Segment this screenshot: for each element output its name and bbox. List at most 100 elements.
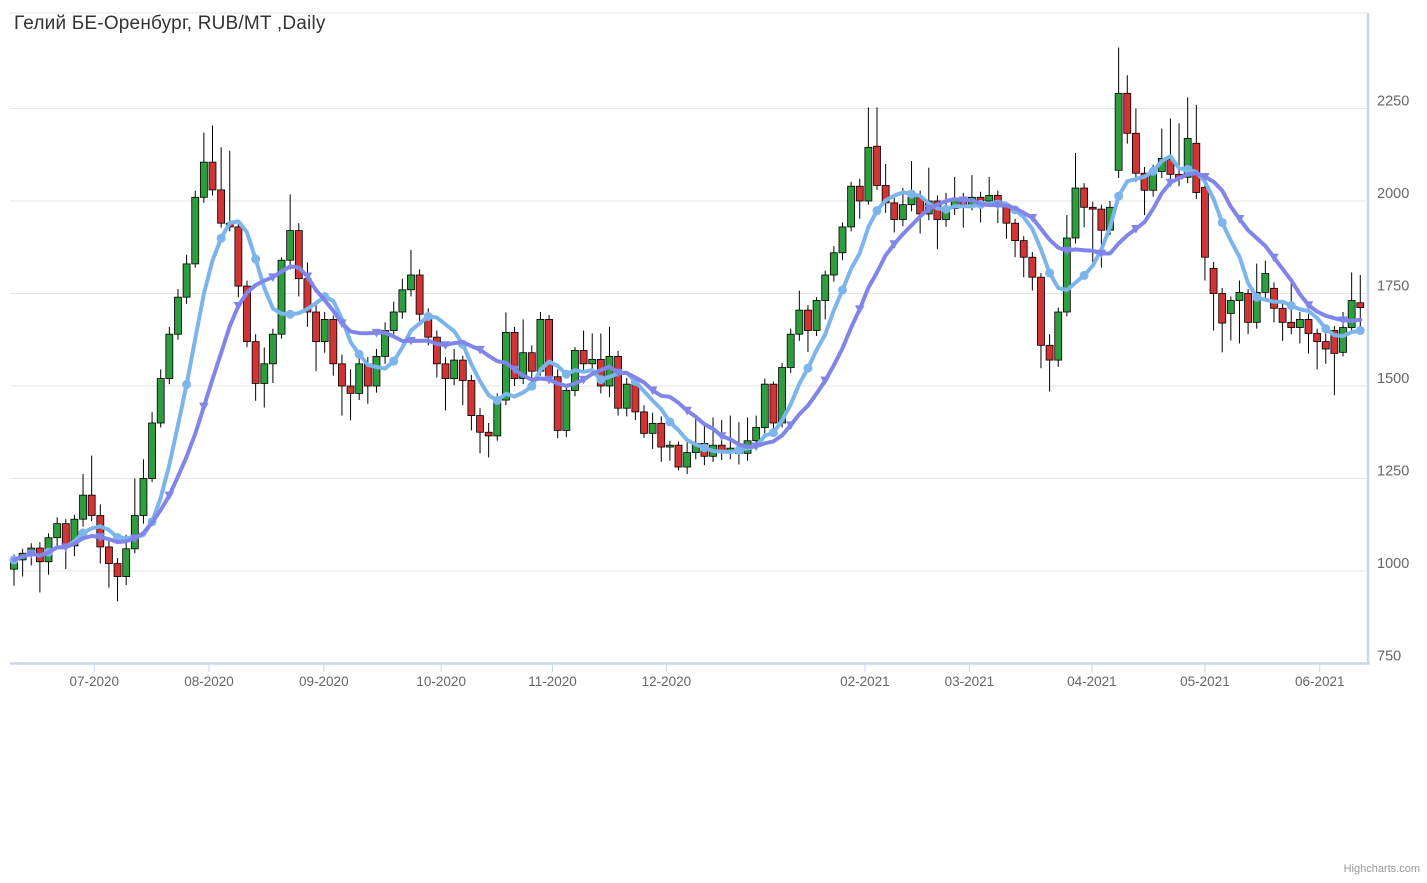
x-axis-tick-label: 12-2020 bbox=[642, 674, 692, 689]
candle-up bbox=[372, 355, 381, 387]
candle-up bbox=[821, 274, 830, 301]
sma-fast-marker bbox=[354, 349, 364, 359]
sma-slow-marker bbox=[337, 319, 347, 328]
sma-fast-marker bbox=[78, 528, 88, 538]
candle-up bbox=[277, 259, 286, 335]
x-axis-tick-label: 06-2021 bbox=[1295, 674, 1345, 689]
x-axis-tick-label: 02-2021 bbox=[840, 674, 890, 689]
sma-slow-marker bbox=[578, 375, 589, 385]
candle-down bbox=[1201, 186, 1209, 258]
candle-down bbox=[1330, 330, 1339, 354]
sma-fast-marker bbox=[1114, 191, 1124, 201]
y-axis-tick-label: 1750 bbox=[1377, 279, 1409, 295]
candle-up bbox=[847, 185, 856, 228]
y-axis-tick-label: 1250 bbox=[1377, 464, 1409, 480]
candle-down bbox=[484, 431, 493, 437]
candle-down bbox=[105, 546, 113, 565]
candle-up bbox=[156, 378, 165, 424]
sma-fast-marker bbox=[527, 381, 537, 391]
sma-slow-marker bbox=[371, 328, 382, 338]
sma-slow-marker bbox=[199, 402, 209, 412]
sma-slow-marker bbox=[1303, 301, 1314, 310]
sma-slow-marker bbox=[647, 386, 658, 396]
candle-down bbox=[61, 523, 70, 547]
candle-down bbox=[1037, 276, 1045, 346]
candle-down bbox=[346, 385, 355, 394]
candle-up bbox=[588, 358, 597, 365]
sma-slow-marker bbox=[475, 345, 485, 355]
highcharts-credit-link[interactable]: Highcharts.com bbox=[1343, 863, 1420, 875]
candle-up bbox=[1062, 237, 1071, 313]
candle-down bbox=[87, 494, 96, 516]
chart-title: Гелий БЕ-Оренбург, RUB/MT ,Daily bbox=[14, 13, 326, 34]
candle-down bbox=[1011, 222, 1019, 241]
candle-down bbox=[1002, 206, 1011, 224]
x-axis-tick-label: 10-2020 bbox=[416, 674, 466, 689]
candle-up bbox=[1261, 273, 1270, 293]
candle-down bbox=[1080, 187, 1089, 208]
candle-up bbox=[130, 515, 139, 550]
candle-up bbox=[286, 230, 295, 261]
candle-up bbox=[493, 399, 502, 437]
candle-down bbox=[804, 309, 812, 331]
sma-fast-line bbox=[12, 154, 1363, 562]
candle-up bbox=[355, 363, 364, 394]
candle-down bbox=[415, 274, 424, 315]
candle-up bbox=[648, 422, 657, 434]
sma-fast-marker bbox=[216, 233, 226, 243]
candle-up bbox=[1071, 187, 1080, 239]
candle-up bbox=[519, 352, 528, 380]
sma-fast-marker bbox=[734, 445, 744, 455]
candle-up bbox=[148, 422, 156, 479]
candle-down bbox=[234, 226, 243, 287]
x-axis-tick-label: 08-2020 bbox=[184, 674, 234, 689]
sma-slow-marker bbox=[716, 432, 727, 441]
candle-up bbox=[260, 363, 269, 384]
sma-slow-marker bbox=[889, 240, 900, 249]
candle-up bbox=[752, 427, 761, 442]
sma-slow-marker bbox=[95, 533, 106, 542]
y-axis-tick-label: 1500 bbox=[1377, 371, 1409, 387]
axis-lines bbox=[10, 13, 1370, 665]
candles-layer bbox=[10, 47, 1365, 602]
sma-fast-marker bbox=[1183, 164, 1193, 174]
sma-slow-marker bbox=[544, 375, 554, 385]
candle-up bbox=[174, 296, 182, 335]
y-axis-tick-label: 2250 bbox=[1377, 94, 1409, 110]
candle-down bbox=[251, 341, 260, 384]
sma-slow-marker bbox=[682, 406, 692, 416]
sma-fast-marker bbox=[768, 428, 778, 438]
candle-down bbox=[458, 359, 467, 381]
sma-fast-marker bbox=[665, 417, 675, 427]
candle-up bbox=[1226, 300, 1235, 314]
candle-down bbox=[1019, 240, 1028, 258]
sma-slow-marker bbox=[751, 442, 761, 452]
y-axis-tick-label: 2000 bbox=[1377, 186, 1409, 202]
candle-down bbox=[1270, 287, 1278, 309]
candle-down bbox=[1244, 293, 1252, 323]
candle-down bbox=[1132, 132, 1140, 174]
sma-fast-marker bbox=[561, 369, 571, 379]
sma-slow-marker bbox=[1027, 213, 1038, 223]
candle-down bbox=[208, 161, 217, 191]
candle-down bbox=[1123, 92, 1132, 134]
candle-down bbox=[1097, 208, 1106, 231]
candle-up bbox=[1054, 311, 1063, 361]
candle-down bbox=[113, 563, 122, 577]
candle-down bbox=[1278, 307, 1287, 323]
sma-fast-marker bbox=[1079, 270, 1089, 280]
candle-up bbox=[1339, 327, 1347, 353]
x-axis-tick-label: 07-2020 bbox=[69, 674, 119, 689]
candle-down bbox=[1140, 172, 1149, 191]
candle-up bbox=[812, 300, 821, 331]
candle-down bbox=[217, 189, 226, 224]
candle-up bbox=[622, 383, 631, 409]
sma-slow-marker bbox=[406, 336, 416, 346]
candle-up bbox=[864, 146, 873, 202]
candle-up bbox=[898, 204, 907, 220]
candle-down bbox=[553, 376, 562, 431]
gridlines-layer bbox=[10, 12, 1368, 664]
sma-slow-line bbox=[12, 171, 1363, 562]
